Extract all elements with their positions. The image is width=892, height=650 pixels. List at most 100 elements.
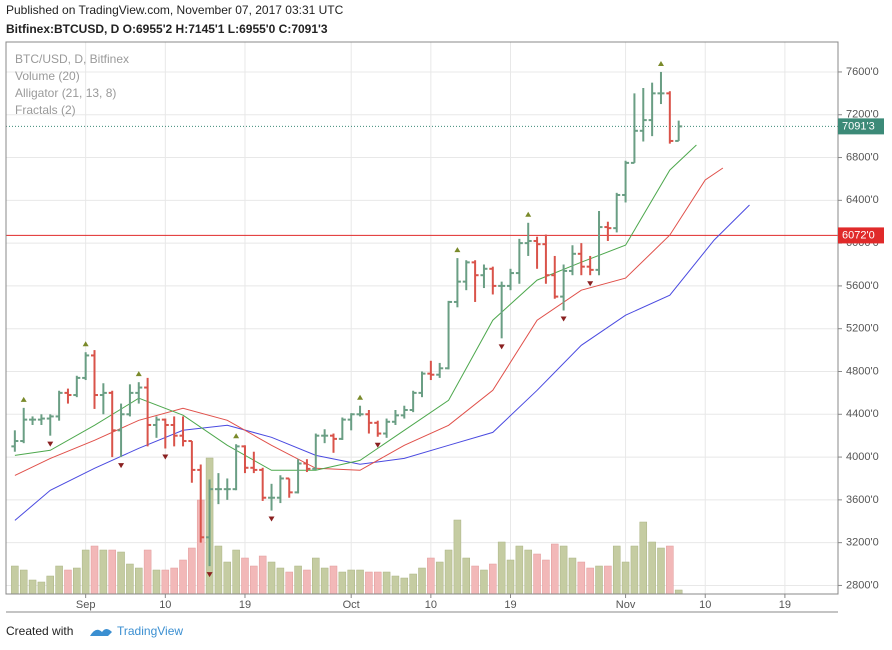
volume-bar [19,569,28,595]
alligator-line [14,167,724,476]
plot-frame [5,41,839,595]
price-label-box [838,227,884,244]
symbol-line: Bitfinex:BTCUSD, D O:6955'2 H:7145'1 L:6… [6,22,328,36]
volume-bar [356,569,364,595]
volume-bar [365,571,373,595]
fractal-up [20,396,27,402]
volume-bar [604,565,612,595]
volume-bar [506,559,515,595]
price-label: 7091'3 [842,120,875,132]
x-tick-label: 19 [239,599,251,611]
volume-bar [179,559,187,595]
volume-bar [373,571,382,595]
volume-bar [55,565,63,595]
plot: BTC/USD, D, Bitfinex Volume (20) Alligator… [6,42,838,595]
volume-bar [188,547,196,595]
volume-bar [666,545,674,595]
volume-bar [400,577,409,595]
volume-bar [427,557,435,595]
y-tick-label: 6400'0 [846,194,879,206]
x-tick-label: 10 [159,599,171,611]
volume-bar [435,561,444,595]
fractal-down [268,516,275,522]
price-label: 6072'0 [842,229,875,241]
fractal-up [657,60,664,66]
volume-bar [108,549,116,595]
fractal-down [560,316,567,322]
volume-bar [559,545,568,595]
volume-bar [674,589,683,595]
volume-bar [347,569,355,595]
volume-bar [612,545,621,595]
volume-bar [73,567,81,595]
brand[interactable]: TradingView [117,624,183,638]
volume-bar [338,571,347,595]
y-tick-label: 2800'0 [846,579,879,591]
volume-bar [90,545,99,595]
volume-bar [276,567,285,595]
x-tick-label: 10 [425,599,437,611]
volume-bar [382,571,391,595]
fractal-up [233,433,240,439]
fractal-up [357,394,364,400]
volume-bar [453,519,462,595]
volume-bar [258,555,267,595]
volume-bar [99,549,108,595]
volume-bar [568,557,577,595]
volume-bar [28,579,37,595]
volume-bar [329,565,338,595]
legend-entry: Volume (20) [15,69,80,83]
volume-bar [81,549,90,595]
fractal-down [498,344,505,350]
x-tick-label: 10 [699,599,711,611]
legend-entry: BTC/USD, D, Bitfinex [15,52,129,66]
volume-bar [214,545,223,595]
volume-bar [409,573,417,595]
x-tick-label: 19 [779,599,791,611]
x-tick-label: 19 [504,599,516,611]
volume-bar [595,565,603,595]
volume-bar [64,569,72,595]
volume-bar [542,559,550,595]
volume-bar [489,563,497,595]
y-tick-label: 4000'0 [846,451,879,463]
y-tick-label: 4800'0 [846,365,879,377]
volume-bar [480,569,488,595]
volume-bar [639,521,648,595]
volume-bar [648,541,656,595]
volume-bar [497,541,506,595]
volume-bar [312,557,320,595]
fractal-down [374,442,381,448]
volume-bar [46,575,55,595]
created-with: Created with [6,624,73,638]
y-tick-label: 4400'0 [846,408,879,420]
footer-logo [90,629,112,636]
fractal-up [135,371,142,377]
volume-bar [391,575,400,595]
volume-bar [126,563,134,595]
volume-bar [418,567,426,595]
volume-bar [444,549,453,595]
volume-bar [657,547,665,595]
volume-bar [462,557,471,595]
volume-bar [303,569,311,595]
price-label-box [838,118,884,135]
volume-bar [161,569,170,595]
volume-bar [630,545,639,595]
volume-bar [37,581,46,595]
volume-bar [621,561,630,595]
y-tick-label: 5200'0 [846,323,879,335]
volume-bar [285,571,293,595]
volume-bar [320,567,329,595]
legend-entry: Alligator (21, 13, 8) [15,86,116,100]
volume-bar [241,557,249,595]
y-tick-label: 3200'0 [846,537,879,549]
y-tick-label: 5600'0 [846,280,879,292]
published-line: Published on TradingView.com, November 0… [6,3,344,17]
volume-bar [471,565,479,595]
volume-bar [551,543,559,595]
alligator-line [14,204,750,521]
volume-bar [152,569,161,595]
